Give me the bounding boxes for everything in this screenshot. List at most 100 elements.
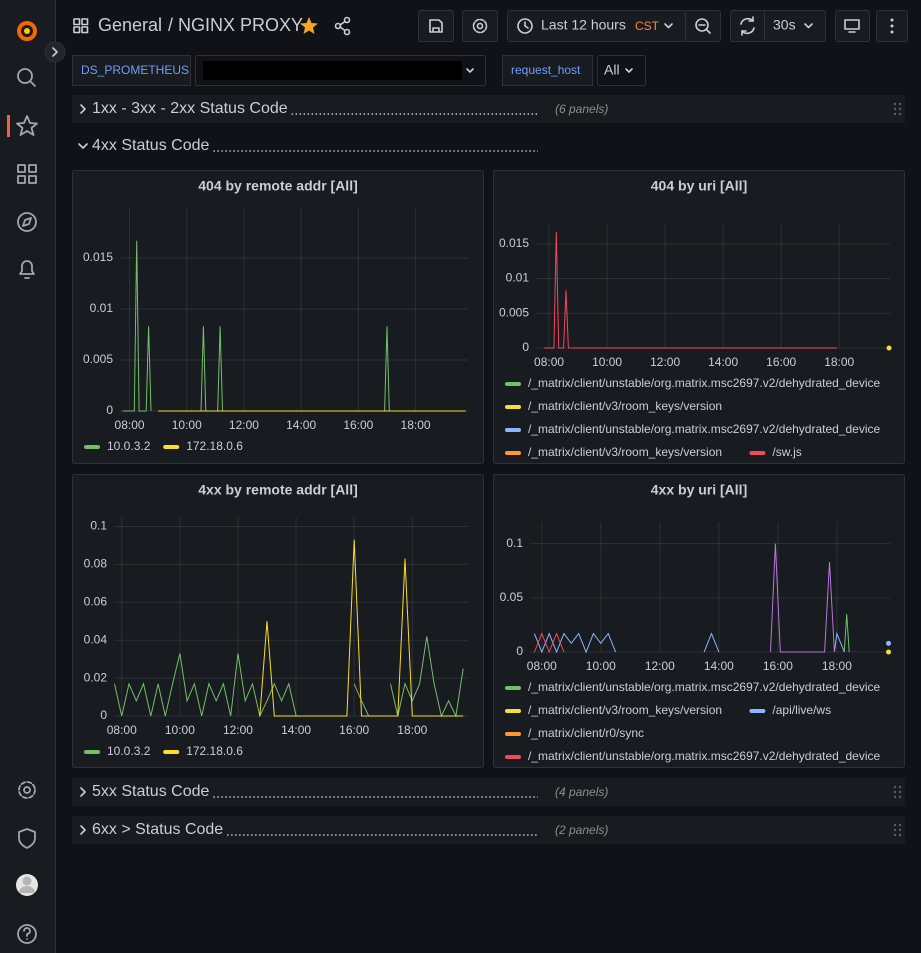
legend-label[interactable]: /sw.js xyxy=(772,445,801,459)
row-title[interactable]: 5xx Status Code xyxy=(92,783,210,800)
y-tick-label: 0.005 xyxy=(499,305,529,319)
dashboard-title[interactable]: / NGINX PROXY xyxy=(168,15,303,35)
breadcrumb-folder[interactable]: General xyxy=(98,15,162,35)
row-bar[interactable] xyxy=(72,778,905,806)
drag-handle-dot xyxy=(893,790,897,794)
row-chevron xyxy=(78,143,88,149)
legend-label[interactable]: /_matrix/client/r0/sync xyxy=(528,726,644,740)
y-tick-label: 0 xyxy=(100,708,107,722)
x-tick-label: 08:00 xyxy=(115,418,145,432)
row-bar[interactable] xyxy=(72,816,905,844)
expand-sidebar-button[interactable] xyxy=(44,41,66,63)
drag-handle-dot xyxy=(893,828,897,832)
tv-mode-button[interactable] xyxy=(835,10,870,42)
legend-label[interactable]: /_matrix/client/v3/room_keys/version xyxy=(528,445,722,459)
panel-background xyxy=(72,170,484,464)
panel-background xyxy=(493,474,905,768)
x-tick-label: 10:00 xyxy=(172,418,202,432)
explore-icon[interactable] xyxy=(17,212,37,232)
drag-handle-dot xyxy=(893,112,897,116)
favorite-star[interactable] xyxy=(300,17,318,34)
row-title[interactable]: 1xx - 3xx - 2xx Status Code xyxy=(92,100,288,117)
series-point xyxy=(886,640,892,646)
legend-label[interactable]: 10.0.3.2 xyxy=(107,744,151,758)
panel-background xyxy=(493,170,905,464)
drag-handle-dot xyxy=(893,795,897,799)
search-icon[interactable] xyxy=(17,68,36,87)
legend-label[interactable]: /_matrix/client/v3/room_keys/version xyxy=(528,399,722,413)
legend-label[interactable]: /_matrix/client/unstable/org.matrix.msc2… xyxy=(528,749,881,763)
variable-chevron xyxy=(466,68,474,73)
series-line xyxy=(122,240,390,412)
active-indicator xyxy=(7,115,10,137)
legend-label[interactable]: 10.0.3.2 xyxy=(107,439,151,453)
time-range: Last 12 hours xyxy=(541,17,626,33)
drag-handle-dot xyxy=(898,107,902,111)
row-panel-count: (6 panels) xyxy=(555,102,608,116)
starred-icon[interactable] xyxy=(16,115,38,136)
save-button[interactable] xyxy=(418,10,454,42)
panel-title[interactable]: 404 by remote addr [All] xyxy=(198,178,358,194)
x-tick-label: 16:00 xyxy=(763,659,793,673)
tv-icon xyxy=(844,19,860,33)
series-line xyxy=(533,632,565,654)
legend-label[interactable]: /api/live/ws xyxy=(772,703,831,717)
alerting-icon[interactable] xyxy=(19,260,35,279)
x-tick-label: 10:00 xyxy=(592,355,622,369)
x-tick-label: 14:00 xyxy=(708,355,738,369)
admin-icon[interactable] xyxy=(18,828,36,849)
series-point xyxy=(886,649,892,655)
panel-title[interactable]: 404 by uri [All] xyxy=(651,178,747,194)
settings-button[interactable] xyxy=(462,10,498,42)
profile-avatar[interactable] xyxy=(16,874,38,896)
legend-label[interactable]: 172.18.0.6 xyxy=(186,439,243,453)
panel: 404 by uri [All] 0 0.005 0.01 0.015 08:00 10:0… xyxy=(493,170,905,464)
series-line xyxy=(843,614,850,653)
y-tick-label: 0 xyxy=(522,340,529,354)
legend-label[interactable]: /_matrix/client/unstable/org.matrix.msc2… xyxy=(528,422,881,436)
variable-label-box xyxy=(72,55,191,86)
x-tick-label: 18:00 xyxy=(401,418,431,432)
x-tick-label: 12:00 xyxy=(645,659,675,673)
x-tick-label: 18:00 xyxy=(822,659,852,673)
timezone: CST xyxy=(635,19,660,33)
y-tick-label: 0.06 xyxy=(84,594,108,608)
series-point xyxy=(886,345,892,351)
drag-handle-dot xyxy=(898,112,902,116)
row-title[interactable]: 4xx Status Code xyxy=(92,137,210,154)
x-tick-label: 16:00 xyxy=(343,418,373,432)
x-tick-label: 08:00 xyxy=(527,659,557,673)
x-tick-label: 10:00 xyxy=(586,659,616,673)
sidebar xyxy=(0,0,56,953)
panel-title[interactable]: 4xx by uri [All] xyxy=(651,482,747,498)
legend-label[interactable]: /_matrix/client/unstable/org.matrix.msc2… xyxy=(528,680,881,694)
legend-label[interactable]: /_matrix/client/v3/room_keys/version xyxy=(528,703,722,717)
y-tick-label: 0.02 xyxy=(84,670,108,684)
row-chevron xyxy=(80,787,86,797)
help-icon[interactable] xyxy=(17,924,37,944)
panel-title[interactable]: 4xx by remote addr [All] xyxy=(198,482,358,498)
row-bar[interactable] xyxy=(72,95,905,123)
zoom-out-button[interactable] xyxy=(685,10,721,42)
x-tick-label: 14:00 xyxy=(286,418,316,432)
legend-label[interactable]: /_matrix/client/unstable/org.matrix.msc2… xyxy=(528,376,881,390)
x-tick-label: 18:00 xyxy=(397,723,427,737)
panel: 404 by remote addr [All] 0 0.005 0.01 0.015 0… xyxy=(72,170,484,464)
dashboards-icon[interactable] xyxy=(17,164,37,184)
panel: 4xx by remote addr [All] 0 0.02 0.04 0.06 0.0… xyxy=(72,474,484,768)
y-tick-label: 0.01 xyxy=(90,301,114,315)
legend-label[interactable]: 172.18.0.6 xyxy=(186,744,243,758)
drag-handle-dot xyxy=(898,795,902,799)
row-title[interactable]: 6xx > Status Code xyxy=(92,821,223,838)
variable-select[interactable] xyxy=(597,55,646,86)
grafana-logo[interactable] xyxy=(17,21,37,41)
x-tick-label: 16:00 xyxy=(339,723,369,737)
share-button[interactable] xyxy=(334,16,351,36)
x-tick-label: 14:00 xyxy=(704,659,734,673)
drag-handle-dot xyxy=(893,833,897,837)
x-tick-label: 16:00 xyxy=(766,355,796,369)
configuration-icon[interactable] xyxy=(18,781,36,799)
variable-label: DS_PROMETHEUS xyxy=(81,63,189,77)
refresh-picker[interactable] xyxy=(730,10,826,42)
panel: 4xx by uri [All] 0 0.05 0.1 08:00 10:00 12:00 1… xyxy=(493,474,905,768)
